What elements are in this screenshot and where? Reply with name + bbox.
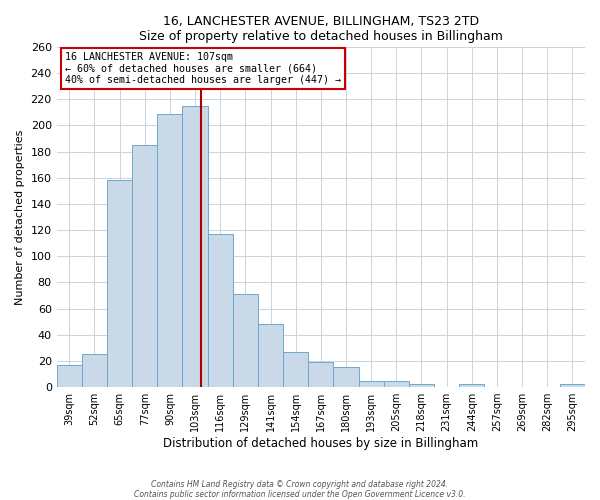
- Text: Contains HM Land Registry data © Crown copyright and database right 2024.
Contai: Contains HM Land Registry data © Crown c…: [134, 480, 466, 499]
- Bar: [308, 362, 334, 387]
- Bar: [56, 365, 82, 387]
- Bar: [334, 368, 359, 387]
- Bar: [107, 180, 132, 387]
- Y-axis label: Number of detached properties: Number of detached properties: [15, 130, 25, 304]
- Bar: [233, 294, 258, 387]
- Text: 16 LANCHESTER AVENUE: 107sqm
← 60% of detached houses are smaller (664)
40% of s: 16 LANCHESTER AVENUE: 107sqm ← 60% of de…: [65, 52, 341, 85]
- Bar: [459, 384, 484, 387]
- Bar: [560, 384, 585, 387]
- Bar: [409, 384, 434, 387]
- Bar: [208, 234, 233, 387]
- Bar: [132, 145, 157, 387]
- Title: 16, LANCHESTER AVENUE, BILLINGHAM, TS23 2TD
Size of property relative to detache: 16, LANCHESTER AVENUE, BILLINGHAM, TS23 …: [139, 15, 503, 43]
- Bar: [82, 354, 107, 387]
- Bar: [384, 380, 409, 387]
- Bar: [283, 352, 308, 387]
- Bar: [157, 114, 182, 387]
- Bar: [182, 106, 208, 387]
- Bar: [258, 324, 283, 387]
- Bar: [359, 380, 384, 387]
- X-axis label: Distribution of detached houses by size in Billingham: Distribution of detached houses by size …: [163, 437, 478, 450]
